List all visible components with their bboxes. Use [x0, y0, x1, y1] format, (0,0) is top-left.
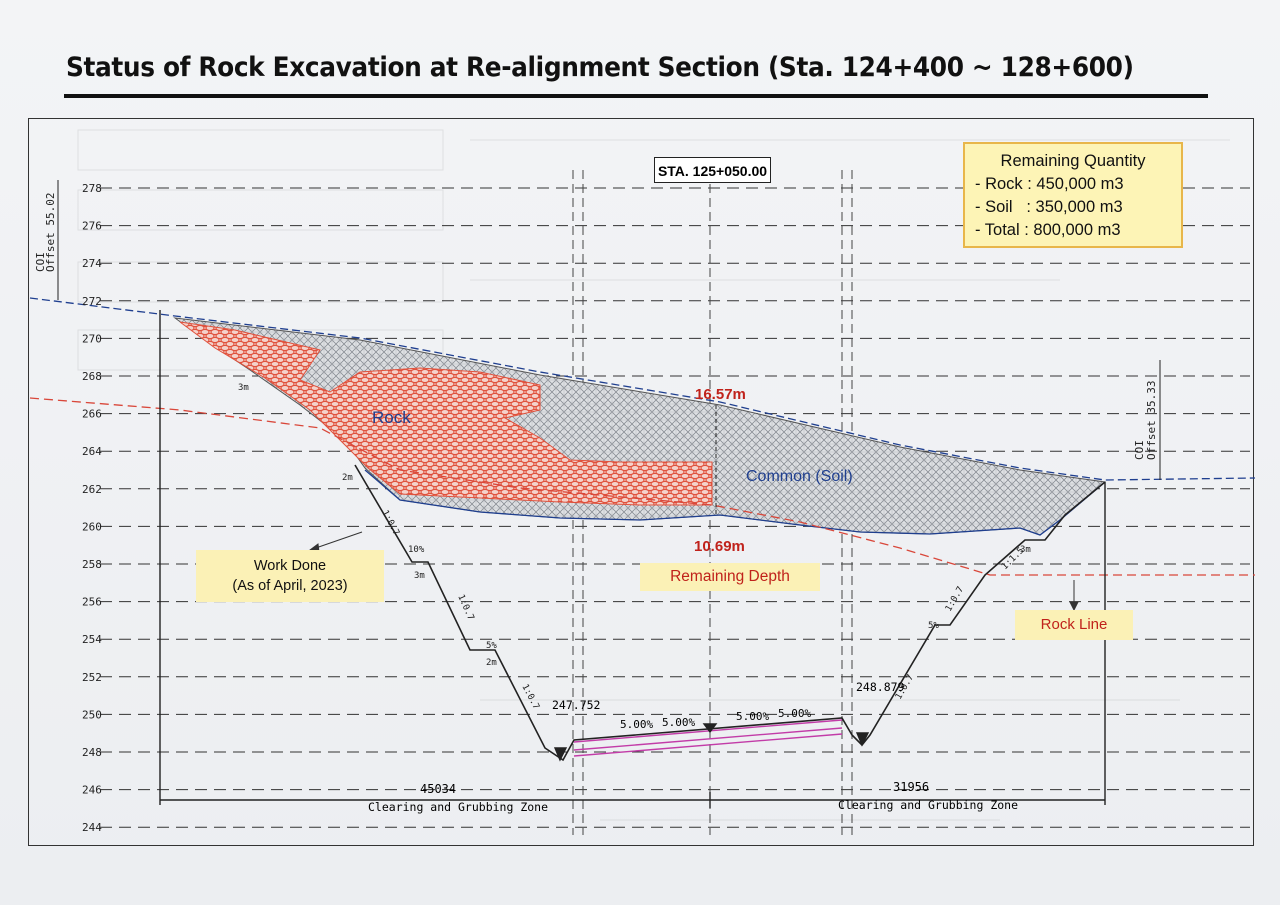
left-zone-label: Clearing and Grubbing Zone: [368, 800, 549, 814]
elevation-label: 278: [82, 182, 102, 195]
work-done-line-1: Work Done: [253, 558, 327, 574]
svg-text:5%: 5%: [928, 621, 939, 631]
quantity-soil: - Soil : 350,000 m3: [975, 198, 1123, 216]
elevation-label: 274: [82, 257, 102, 270]
elevation-label: 276: [82, 220, 102, 233]
work-done-line-2: (As of April, 2023): [232, 578, 348, 594]
drawing-frame: [28, 118, 1254, 846]
depth-top-label: 16.57m: [695, 386, 746, 403]
elevation-label: 250: [82, 708, 102, 721]
svg-text:10%: 10%: [408, 545, 425, 555]
depth-bottom-label: 10.69m: [694, 538, 745, 555]
elevation-label: 270: [82, 332, 102, 345]
quantity-rock: - Rock : 450,000 m3: [975, 175, 1124, 193]
left-width-label: 45034: [420, 782, 457, 796]
current-surface-line: [364, 469, 1106, 536]
svg-text:3m: 3m: [414, 571, 425, 581]
slope-label-2: 5.00%: [662, 716, 696, 729]
elevation-label: 266: [82, 408, 102, 421]
svg-text:3m: 3m: [238, 383, 249, 393]
station-label: STA. 125+050.00: [654, 157, 771, 183]
elevation-label: 256: [82, 596, 102, 609]
slope-label-3: 5.00%: [736, 710, 770, 723]
remaining-quantity-box: Remaining Quantity - Rock : 450,000 m3 -…: [963, 142, 1183, 248]
elevation-label: 248: [82, 746, 102, 759]
right-offset-label: COI: [1133, 440, 1146, 460]
original-ground-line: [29, 297, 1256, 481]
quantity-total: - Total : 800,000 m3: [975, 221, 1121, 239]
quantity-heading: Remaining Quantity: [1000, 152, 1146, 170]
left-offset-value: Offset 55.02: [44, 193, 57, 272]
right-zone-label: Clearing and Grubbing Zone: [838, 798, 1019, 812]
svg-text:2m: 2m: [486, 658, 497, 668]
width-dimension: [159, 310, 1106, 808]
elevation-label: 246: [82, 784, 102, 797]
rock-line-callout: Rock Line: [1015, 610, 1133, 640]
svg-text:2m: 2m: [342, 473, 353, 483]
soil-label: Common (Soil): [746, 468, 853, 485]
slope-label-4: 5.00%: [778, 707, 812, 720]
svg-text:3m: 3m: [1020, 545, 1031, 555]
elevation-label: 268: [82, 370, 102, 383]
right-width-label: 31956: [893, 780, 930, 794]
svg-text:1:0.7: 1:0.7: [519, 683, 541, 712]
rock-label: Rock: [372, 408, 411, 427]
elevation-labels: 278 276 274 272 270 268 266 264 262 260 258 256 254 2…: [82, 182, 102, 834]
right-offset-value: Offset 35.33: [1145, 381, 1158, 460]
elevation-label: 254: [82, 633, 102, 646]
elevation-label: 264: [82, 445, 102, 458]
svg-text:1:0.7: 1:0.7: [455, 593, 475, 622]
elevation-label: 258: [82, 558, 102, 571]
svg-text:1:0.7: 1:0.7: [944, 585, 966, 613]
elevation-label: 260: [82, 520, 102, 533]
remaining-depth-callout: Remaining Depth: [640, 563, 820, 591]
pavement-layers: [573, 719, 843, 757]
elevation-label: 252: [82, 671, 102, 684]
svg-text:5%: 5%: [486, 641, 497, 651]
right-elev-label: 248.879: [856, 680, 905, 694]
elevation-label: 244: [82, 821, 102, 834]
svg-text:1:0.7: 1:0.7: [379, 509, 401, 538]
title-underline: [64, 94, 1208, 98]
rock-layer: [179, 321, 713, 506]
elevation-label: 272: [82, 295, 102, 308]
elevation-label: 262: [82, 483, 102, 496]
print-through-ghost: [77, 129, 1230, 821]
work-done-callout: Work Done (As of April, 2023): [196, 550, 384, 602]
left-elev-label: 247.752: [552, 698, 601, 712]
page-title: Status of Rock Excavation at Re-alignmen…: [66, 52, 1134, 83]
slope-label-1: 5.00%: [620, 718, 654, 731]
design-excavation-line: [354, 464, 1106, 762]
left-offset-label: COI: [34, 252, 47, 272]
